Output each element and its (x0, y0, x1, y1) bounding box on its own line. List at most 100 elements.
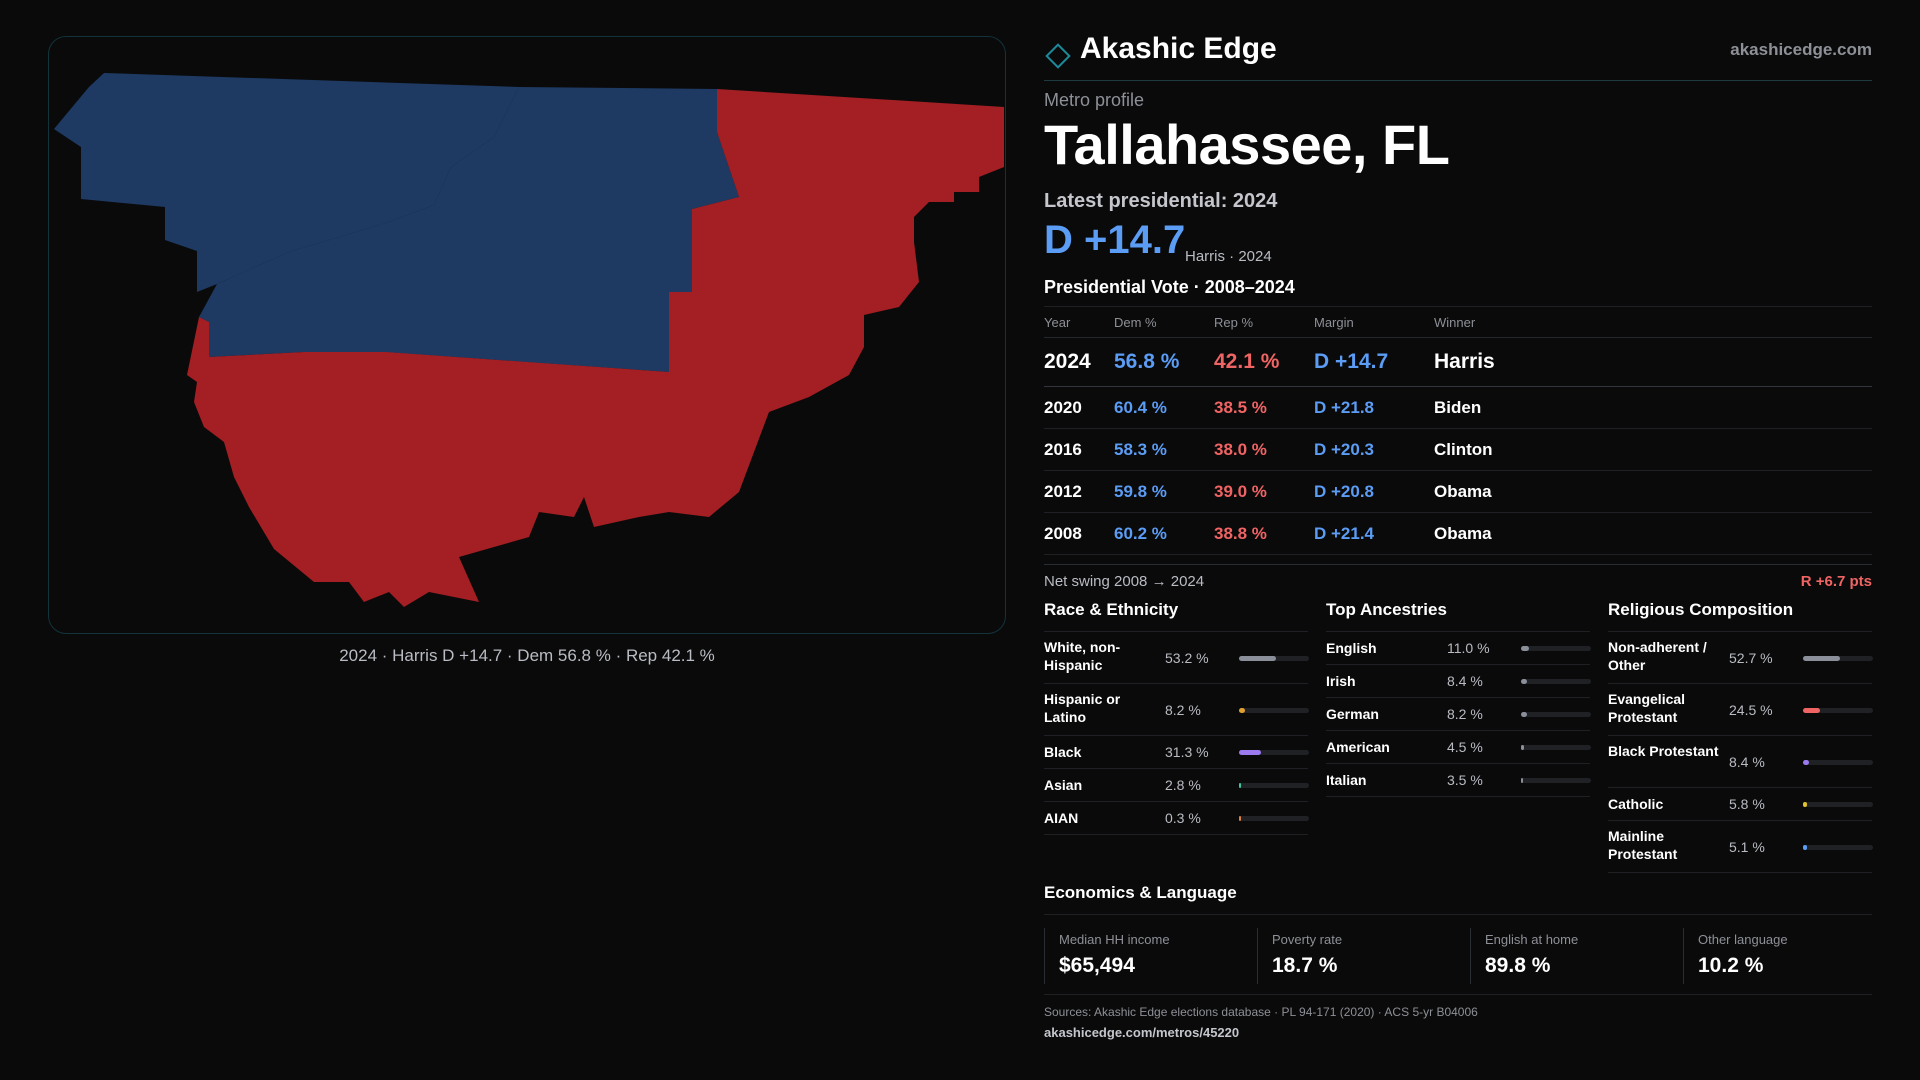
stat-bar-track (1521, 712, 1591, 717)
econ-card-income: Median HH income $65,494 (1044, 928, 1257, 984)
cell-winner: Harris (1434, 337, 1872, 387)
cell-margin: D +21.4 (1314, 512, 1434, 555)
stat-bar-fill (1239, 750, 1261, 755)
stat-value: 31.3 % (1165, 744, 1209, 760)
stat-label: English (1326, 640, 1377, 656)
stat-bar-fill (1521, 646, 1529, 651)
stat-label: American (1326, 739, 1390, 755)
list-item: American 4.5 % (1326, 731, 1591, 764)
headline-margin-sub: Harris · 2024 (1185, 248, 1272, 265)
stat-value: 5.1 % (1729, 838, 1765, 855)
source-url-link[interactable]: akashicedge.com/metros/45220 (1044, 1025, 1240, 1040)
cell-rep: 39.0 % (1214, 470, 1314, 513)
cell-winner: Obama (1434, 512, 1872, 555)
econ-card-poverty: Poverty rate 18.7 % (1257, 928, 1470, 984)
cell-margin: D +21.8 (1314, 386, 1434, 429)
stat-bar-fill (1521, 778, 1524, 783)
header-margin: Margin (1314, 306, 1434, 338)
page-eyebrow: Metro profile (1044, 90, 1145, 110)
cell-winner: Clinton (1434, 428, 1872, 471)
stat-bar-track (1239, 816, 1309, 821)
list-item: Hispanic or Latino 8.2 % (1044, 684, 1309, 736)
stat-value: 53.2 % (1165, 649, 1209, 666)
stat-label: White, non-Hispanic (1044, 639, 1121, 673)
stat-value: 8.2 % (1165, 701, 1201, 718)
stat-label: Non-adherent / Other (1608, 639, 1707, 673)
table-row: 2012 59.8 % 39.0 % D +20.8 Obama (1044, 470, 1872, 513)
stat-bar-fill (1803, 655, 1840, 661)
stat-bar-track (1521, 679, 1591, 684)
stat-label: Evangelical Protestant (1608, 691, 1686, 725)
header-year: Year (1044, 306, 1114, 338)
header-dem: Dem % (1114, 306, 1214, 338)
brand-url-link[interactable]: akashicedge.com (1730, 40, 1872, 59)
stat-bar-track (1239, 655, 1309, 661)
county-rep-east[interactable] (669, 89, 1004, 517)
stat-value: 3.5 % (1447, 772, 1483, 788)
stat-bar-track (1803, 802, 1873, 807)
header-rep: Rep % (1214, 306, 1314, 338)
list-item: AIAN 0.3 % (1044, 802, 1309, 835)
net-swing-row: Net swing 2008 → 2024 R +6.7 pts (1044, 564, 1872, 595)
stat-bar-fill (1521, 712, 1527, 717)
stat-label: Black (1044, 744, 1082, 760)
county-rep-south[interactable] (187, 317, 669, 607)
county-map (48, 36, 1006, 634)
stat-label: Black Protestant (1608, 743, 1719, 759)
headline-margin: D +14.7 (1044, 218, 1186, 262)
stat-value: 11.0 % (1447, 640, 1490, 656)
stat-bar-fill (1803, 707, 1821, 713)
cell-margin: D +20.8 (1314, 470, 1434, 513)
cell-year: 2008 (1044, 512, 1114, 555)
econ-label: Other language (1698, 932, 1788, 947)
econ-label: Poverty rate (1272, 932, 1343, 947)
cell-margin: D +14.7 (1314, 337, 1434, 387)
cell-dem: 60.4 % (1114, 386, 1214, 429)
list-item: Black 31.3 % (1044, 736, 1309, 769)
cell-rep: 38.5 % (1214, 386, 1314, 429)
cell-dem: 60.2 % (1114, 512, 1214, 555)
econ-value: 10.2 % (1698, 954, 1764, 977)
county-dem-central[interactable] (199, 87, 739, 372)
stat-bar-track (1803, 707, 1873, 713)
list-item: German 8.2 % (1326, 698, 1591, 731)
stat-bar-track (1803, 844, 1873, 850)
stat-bar-fill (1521, 679, 1527, 684)
stat-bar-fill (1803, 844, 1807, 850)
econ-label: English at home (1485, 932, 1579, 947)
divider (1044, 994, 1872, 995)
header-winner: Winner (1434, 306, 1872, 338)
stat-value: 8.2 % (1447, 706, 1483, 722)
sources-note: Sources: Akashic Edge elections database… (1044, 1005, 1478, 1019)
stat-value: 8.4 % (1729, 753, 1765, 770)
economics-section-title: Economics & Language (1044, 883, 1872, 915)
page-title: Tallahassee, FL (1044, 113, 1450, 176)
county-dem-northwest[interactable] (54, 73, 519, 292)
stat-label: AIAN (1044, 810, 1079, 826)
econ-value: 18.7 % (1272, 954, 1338, 977)
stat-value: 4.5 % (1447, 739, 1483, 755)
cell-year: 2024 (1044, 337, 1114, 387)
cell-rep: 42.1 % (1214, 337, 1314, 387)
cell-margin: D +20.3 (1314, 428, 1434, 471)
econ-value: 89.8 % (1485, 954, 1551, 977)
cell-year: 2020 (1044, 386, 1114, 429)
stat-bar-fill (1239, 707, 1245, 713)
brand-header: Akashic Edge akashicedge.com (1044, 30, 1872, 81)
stat-label: Mainline Protestant (1608, 828, 1678, 862)
stat-bar-track (1803, 655, 1873, 661)
econ-card-other-language: Other language 10.2 % (1683, 928, 1896, 984)
vote-table-header: Year Dem % Rep % Margin Winner (1044, 306, 1872, 338)
list-item: Catholic 5.8 % (1608, 788, 1873, 821)
list-item: Evangelical Protestant 24.5 % (1608, 684, 1873, 736)
religion-section: Religious Composition Non-adherent / Oth… (1608, 600, 1873, 873)
race-ethnicity-section: Race & Ethnicity White, non-Hispanic 53.2… (1044, 600, 1309, 835)
stat-bar-fill (1239, 655, 1277, 661)
econ-card-english: English at home 89.8 % (1470, 928, 1683, 984)
stat-bar-track (1239, 750, 1309, 755)
section-title: Religious Composition (1608, 600, 1872, 632)
vote-table: Year Dem % Rep % Margin Winner 2024 56.8… (1044, 306, 1872, 555)
diamond-logo-icon (1045, 43, 1071, 69)
table-row: 2020 60.4 % 38.5 % D +21.8 Biden (1044, 386, 1872, 429)
cell-dem: 59.8 % (1114, 470, 1214, 513)
